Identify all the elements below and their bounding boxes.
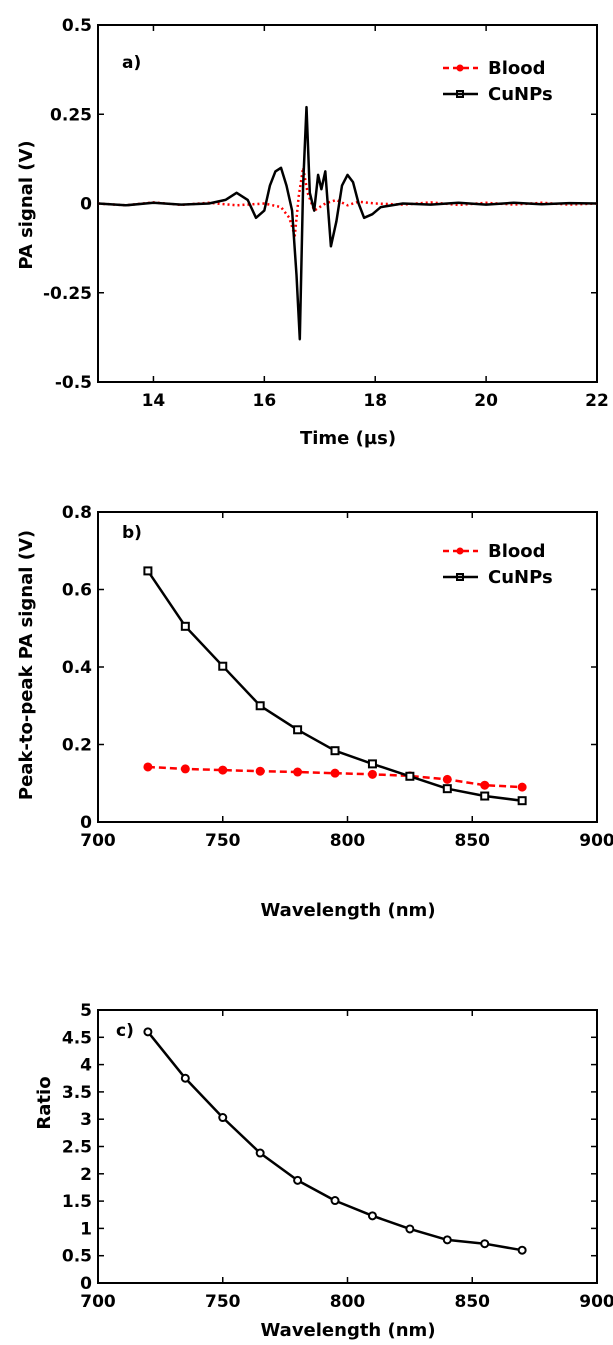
panel-a-x-tick-label: 20 [474, 391, 498, 411]
panel-a-xlabel: Time (µs) [300, 428, 396, 449]
panel-a-blood-line [97, 166, 598, 237]
panel-b-x-tick-label: 750 [205, 831, 241, 851]
panel-c-y-tick-label: 2.5 [62, 1138, 92, 1158]
panel-b-cunps-point [405, 771, 415, 781]
panel-c-ylabel: Ratio [34, 1076, 55, 1129]
panel-a-legend: Blood CuNPs [443, 58, 553, 105]
panel-b-blood-point [367, 769, 377, 779]
panel-b-blood-point [480, 780, 490, 790]
panel-b-y-tick-label: 0.4 [62, 658, 92, 678]
panel-b-y-tick-label: 0 [80, 813, 92, 833]
panel-c-series-point [405, 1224, 415, 1234]
panel-b-xlabel: Wavelength (nm) [260, 900, 435, 921]
legend-cunps-label: CuNPs [488, 84, 553, 105]
panel-a-y-tick-label: 0 [80, 195, 92, 215]
panel-b-blood-point [293, 767, 303, 777]
panel-c-x-tick-label: 700 [80, 1292, 116, 1312]
panel-c-label: c) [116, 1021, 134, 1041]
panel-c-y-tick-label: 4 [80, 1056, 92, 1076]
panel-a-x-tick-label: 16 [252, 391, 276, 411]
panel-b-cunps-point [517, 796, 527, 806]
panel-c-xlabel: Wavelength (nm) [260, 1320, 435, 1341]
panel-b-ylabel: Peak-to-peak PA signal (V) [16, 530, 37, 800]
panel-a-y-tick-label: -0.25 [43, 284, 92, 304]
panel-b-cunps-line [146, 570, 523, 802]
panel-b-blood-point [180, 764, 190, 774]
panel-b-cunps-point [480, 791, 490, 801]
panel-c-y-tick-label: 3 [80, 1110, 92, 1130]
panel-c: c) Wavelength (nm) Ratio 700 750 800 850 900… [34, 1001, 613, 1341]
panel-c-y-tick-label: 0 [80, 1274, 92, 1294]
panel-c-series-point [255, 1148, 265, 1158]
panel-b-x-tick-label: 900 [579, 831, 613, 851]
panel-c-x-tick-label: 850 [455, 1292, 491, 1312]
panel-c-series-point [367, 1211, 377, 1221]
panel-c-series-point [517, 1245, 527, 1255]
panel-c-x-tick-label: 900 [579, 1292, 613, 1312]
panel-c-y-tick-label: 5 [80, 1001, 92, 1021]
panel-a-y-tick-label: 0.25 [50, 105, 92, 125]
panel-c-series-point [143, 1027, 153, 1037]
panel-b-x-tick-label: 800 [330, 831, 366, 851]
panel-c-series-point [293, 1175, 303, 1185]
panel-a-ylabel: PA signal (V) [16, 140, 37, 269]
panel-c-series-point [442, 1235, 452, 1245]
panel-a-x-tick-label: 14 [142, 391, 166, 411]
legend-blood-marker [456, 64, 464, 72]
panel-c-y-tick-label: 3.5 [62, 1083, 92, 1103]
panel-b-y-tick-label: 0.8 [62, 503, 92, 523]
panel-c-y-tick-label: 0.5 [62, 1247, 92, 1267]
panel-b-legend: Blood CuNPs [443, 541, 553, 588]
panel-b-blood-point [218, 765, 228, 775]
panel-a-x-tick-label: 18 [363, 391, 387, 411]
panel-a-y-tick-label: -0.5 [55, 373, 92, 393]
legend-blood-label: Blood [488, 541, 546, 562]
panel-c-y-tick-label: 1 [80, 1219, 92, 1239]
panel-b-cunps-point [143, 566, 153, 576]
panel-b-blood-point [143, 762, 153, 772]
panel-b-cunps-point [442, 784, 452, 794]
panel-c-series-point [480, 1239, 490, 1249]
panel-b-cunps-point [367, 759, 377, 769]
panel-b-x-tick-label: 850 [455, 831, 491, 851]
panel-c-series-point [218, 1113, 228, 1123]
legend-cunps-marker [456, 573, 464, 581]
panel-c-y-tick-label: 1.5 [62, 1192, 92, 1212]
panel-b-label: b) [122, 523, 142, 543]
panel-b-cunps-point [255, 701, 265, 711]
panel-a-cunps-line [97, 105, 598, 341]
legend-blood-marker [456, 547, 464, 555]
panel-b-blood-point [517, 782, 527, 792]
legend-cunps-marker [456, 90, 464, 98]
panel-a-x-tick-label: 22 [585, 391, 609, 411]
panel-c-x-tick-label: 800 [330, 1292, 366, 1312]
panel-b-cunps-point [180, 621, 190, 631]
panel-b-y-tick-label: 0.2 [62, 736, 92, 756]
panel-b-x-tick-label: 700 [80, 831, 116, 851]
panel-a-label: a) [122, 53, 141, 73]
panel-b-blood-point [442, 774, 452, 784]
panel-c-series-point [330, 1196, 340, 1206]
panel-b-blood-point [330, 768, 340, 778]
panel-b-cunps-point [293, 725, 303, 735]
panel-a: a) Time (µs) PA signal (V) Blood CuNPs 1… [16, 16, 609, 449]
panel-c-x-tick-label: 750 [205, 1292, 241, 1312]
legend-blood-label: Blood [488, 58, 546, 79]
panel-b-cunps-point [330, 746, 340, 756]
panel-b-cunps-point [218, 661, 228, 671]
panel-b-blood-point [255, 766, 265, 776]
panel-c-y-tick-label: 4.5 [62, 1028, 92, 1048]
legend-cunps-label: CuNPs [488, 567, 553, 588]
panel-c-series-point [180, 1073, 190, 1083]
panel-c-series-line [146, 1031, 523, 1252]
panel-a-y-tick-label: 0.5 [62, 16, 92, 36]
panel-c-y-tick-label: 2 [80, 1165, 92, 1185]
panel-c-plot-frame [97, 1009, 598, 1284]
panel-b: b) Wavelength (nm) Peak-to-peak PA signa… [16, 503, 613, 921]
panel-b-y-tick-label: 0.6 [62, 581, 92, 601]
